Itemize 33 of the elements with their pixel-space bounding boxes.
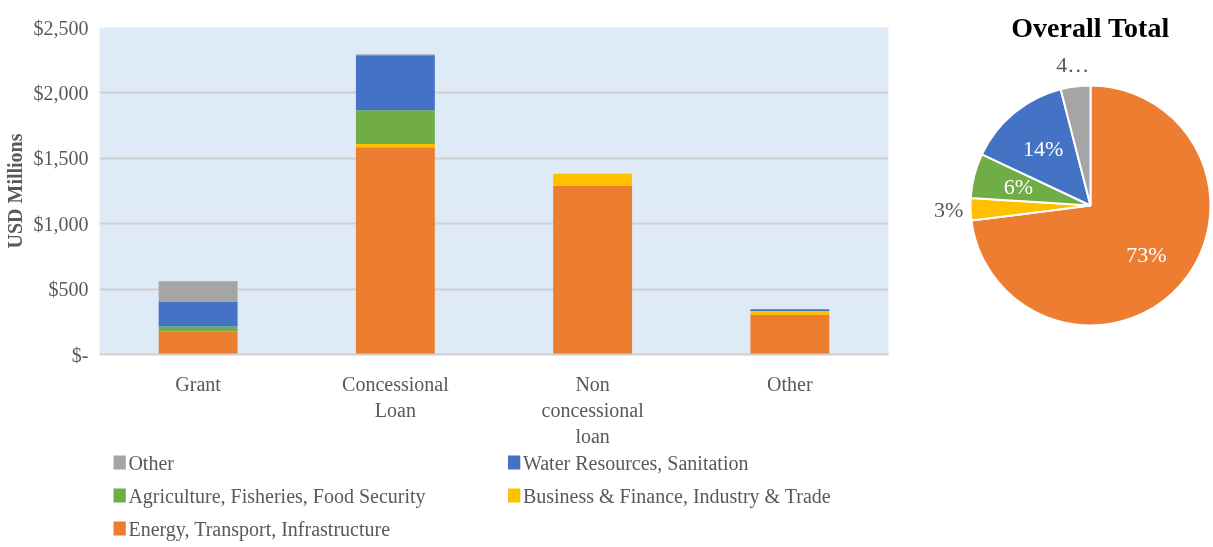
y-axis-title: USD Millions bbox=[3, 133, 26, 249]
y-tick-label: $- bbox=[71, 343, 89, 366]
chart-title: Overall Total bbox=[1011, 12, 1170, 43]
legend-label: Business & Finance, Industry & Trade bbox=[522, 484, 831, 508]
data-label: 6% bbox=[1003, 174, 1034, 200]
y-tick-label: $1,500 bbox=[33, 147, 89, 170]
legend-label: Other bbox=[128, 451, 175, 474]
legend-label: Water Resources, Sanitation bbox=[522, 451, 749, 474]
data-label: 14% bbox=[1022, 135, 1064, 161]
x-tick-label: Concessional Loan bbox=[342, 372, 450, 421]
bar bbox=[355, 143, 435, 148]
bar bbox=[355, 55, 435, 111]
legend-label: Agriculture, Fisheries, Food Security bbox=[128, 484, 426, 508]
legend-label: Energy, Transport, Infrastructure bbox=[128, 517, 391, 541]
bar bbox=[158, 326, 238, 332]
data-label: 73% bbox=[1126, 242, 1167, 268]
y-tick-label: $2,000 bbox=[33, 81, 89, 104]
data-label: 3% bbox=[933, 197, 964, 223]
bar bbox=[553, 186, 633, 355]
y-tick-label: $1,000 bbox=[33, 212, 89, 235]
x-tick-label: Grant bbox=[175, 372, 222, 395]
bar bbox=[158, 301, 238, 327]
y-tick-label: $500 bbox=[48, 278, 89, 301]
bar bbox=[355, 147, 435, 355]
bar bbox=[355, 110, 435, 144]
bar bbox=[750, 315, 830, 355]
data-label: 4… bbox=[1056, 52, 1090, 78]
y-tick-label: $2,500 bbox=[33, 16, 89, 39]
x-tick-label: Other bbox=[767, 372, 813, 395]
bar bbox=[158, 281, 238, 302]
x-tick-label: Non concessional loan bbox=[541, 372, 645, 448]
bar bbox=[158, 331, 238, 355]
bar bbox=[553, 173, 633, 187]
